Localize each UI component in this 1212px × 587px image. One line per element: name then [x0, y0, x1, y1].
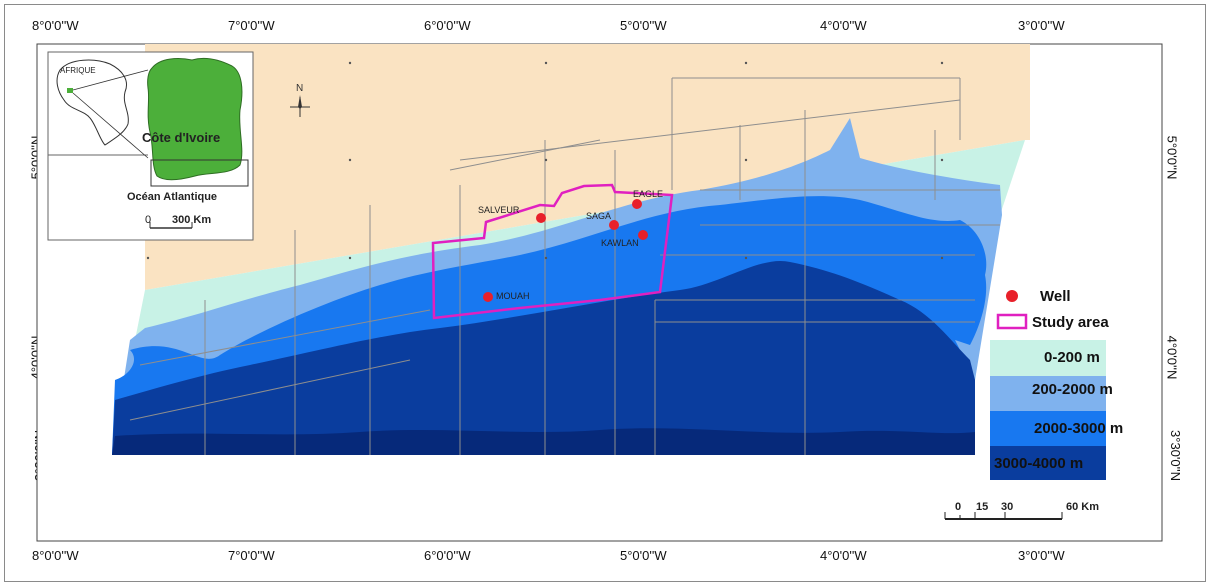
map-frame	[4, 4, 1206, 582]
legend-well-symbol	[1006, 290, 1018, 302]
well-salveur[interactable]	[536, 213, 546, 223]
scale-tick-0: 0	[955, 501, 961, 513]
coord-top-5w: 5°0'0''W	[620, 18, 667, 33]
north-arrow-icon: N	[290, 83, 310, 117]
inset-scale-start: 0	[145, 214, 151, 226]
coord-bottom-4w: 4°0'0''W	[820, 548, 867, 563]
coord-bottom-7w: 7°0'0''W	[228, 548, 275, 563]
well-saga[interactable]	[609, 220, 619, 230]
inset-map: AFRIQUE Côte d'Ivoire Océan Atlantique 0…	[47, 51, 254, 241]
coord-bottom-8w: 8°0'0''W	[32, 548, 79, 563]
coord-bottom-3w: 3°0'0''W	[1018, 548, 1065, 563]
legend-well-label: Well	[1040, 288, 1071, 305]
well-label-saga: SAGA	[586, 211, 611, 221]
land-area	[145, 44, 1030, 290]
coord-top-6w: 6°0'0''W	[424, 18, 471, 33]
africa-icon	[56, 59, 129, 146]
study-area-outline	[431, 183, 674, 320]
scale-tick-60: 60 Km	[1066, 501, 1099, 513]
coord-top-3w: 3°0'0''W	[1018, 18, 1065, 33]
scale-bar: 0 15 30 60 Km	[944, 501, 1099, 520]
block-lines	[129, 77, 1000, 455]
well-eagle[interactable]	[632, 199, 642, 209]
well-mouah[interactable]	[483, 292, 493, 302]
bathymetry-deepest	[112, 428, 975, 455]
wells: SALVEUR EAGLE SAGA KAWLAN MOUAH	[478, 189, 663, 302]
legend-label-2000-3000: 2000-3000 m	[1034, 420, 1123, 437]
legend-study-area-symbol	[996, 313, 1028, 330]
coord-bottom-6w: 6°0'0''W	[424, 548, 471, 563]
legend-swatch-0-200	[990, 340, 1106, 376]
well-label-eagle: EAGLE	[633, 189, 663, 199]
inset-ocean-label: Océan Atlantique	[127, 191, 217, 203]
legend: Well Study area 0-200 m 200-2000 m 2000-…	[990, 288, 1123, 480]
well-label-salveur: SALVEUR	[478, 205, 520, 215]
legend-swatch-3000-4000	[990, 446, 1106, 480]
legend-swatch-2000-3000	[990, 411, 1106, 446]
well-kawlan[interactable]	[638, 230, 648, 240]
bathymetry-3000-4000	[112, 260, 975, 455]
inset-country-label: Côte d'Ivoire	[142, 130, 220, 145]
legend-label-200-2000: 200-2000 m	[1032, 381, 1113, 398]
legend-label-0-200: 0-200 m	[1044, 349, 1100, 366]
scale-tick-15: 15	[976, 501, 988, 513]
legend-swatch-200-2000	[990, 376, 1106, 411]
coord-top-4w: 4°0'0''W	[820, 18, 867, 33]
coord-top-7w: 7°0'0''W	[228, 18, 275, 33]
scale-tick-30: 30	[1001, 501, 1013, 513]
cote-divoire-shape	[147, 57, 243, 181]
well-label-kawlan: KAWLAN	[601, 238, 639, 248]
legend-study-area-label: Study area	[1032, 314, 1109, 331]
coord-bottom-5w: 5°0'0''W	[620, 548, 667, 563]
coord-top-8w: 8°0'0''W	[32, 18, 79, 33]
inset-scale-end: 300 Km	[172, 214, 211, 226]
north-label: N	[296, 83, 303, 94]
inset-continent-label: AFRIQUE	[60, 66, 96, 75]
legend-label-3000-4000: 3000-4000 m	[994, 455, 1083, 472]
well-label-mouah: MOUAH	[496, 291, 530, 301]
